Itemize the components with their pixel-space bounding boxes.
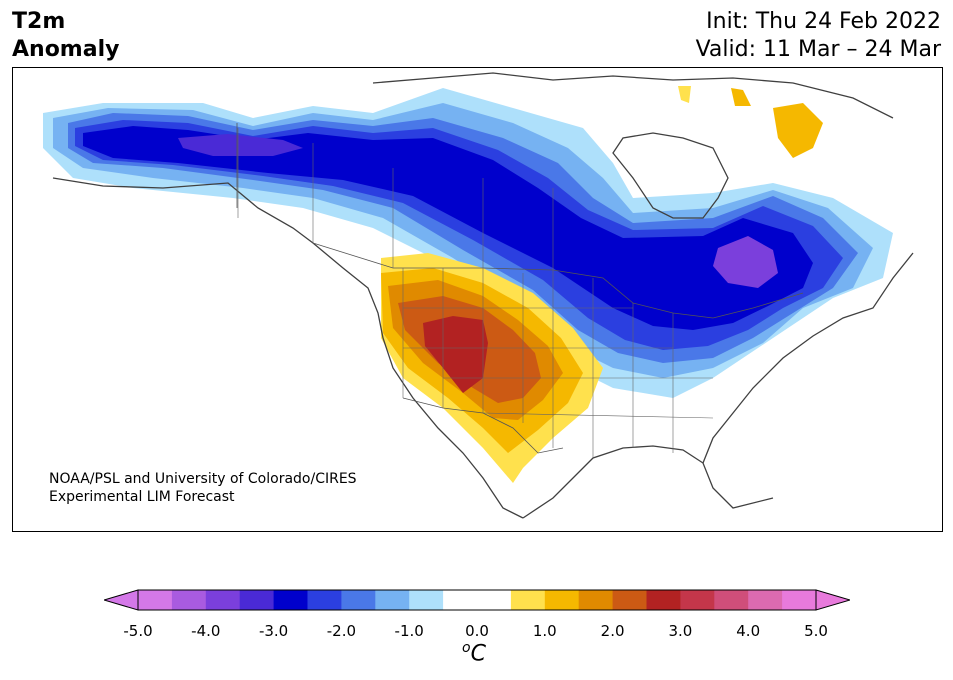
state-lines-central xyxy=(552,270,674,458)
colorbar-tick-label: 1.0 xyxy=(532,622,557,640)
forecast-dates: Init: Thu 24 Feb 2022 Valid: 11 Mar – 24… xyxy=(696,8,941,64)
init-date: Init: Thu 24 Feb 2022 xyxy=(706,9,941,34)
colorbar-segment xyxy=(409,590,444,610)
credit-text: NOAA/PSL and University of Colorado/CIRE… xyxy=(49,470,357,506)
colorbar-tick-label: -2.0 xyxy=(326,622,357,640)
colorbar-segment xyxy=(239,590,275,610)
variable-label: T2m xyxy=(12,9,66,34)
warm-contour-arctic-b xyxy=(731,88,751,106)
cold-contour-purple-east xyxy=(713,236,778,288)
anomaly-map: NOAA/PSL and University of Colorado/CIRE… xyxy=(12,67,943,532)
colorbar-segment xyxy=(782,590,817,610)
colorbar-tick-label: -4.0 xyxy=(191,622,221,640)
cold-anomaly-region xyxy=(43,88,893,398)
colorbar-segment xyxy=(341,590,376,610)
atlantic-coastline xyxy=(702,252,914,464)
state-lines-horizontal xyxy=(403,307,714,419)
state-borders xyxy=(237,128,714,458)
colorbar-tick-label: 0.0 xyxy=(465,622,489,640)
colorbar-segment xyxy=(205,590,241,610)
colorbar-segment xyxy=(748,590,783,610)
cold-contour-purple-west xyxy=(178,134,303,156)
valid-range: Valid: 11 Mar – 24 Mar xyxy=(695,37,941,62)
unit-letter: C xyxy=(470,641,486,667)
colorbar-segment xyxy=(680,590,715,610)
colorbar-segment xyxy=(171,590,207,610)
warm-contour-red xyxy=(423,316,488,393)
pacific-coastline xyxy=(52,177,524,519)
coastlines xyxy=(52,72,914,519)
colorbar-tick-label: -3.0 xyxy=(258,622,289,640)
colorbar-over-arrow xyxy=(815,589,850,611)
hudson-bay xyxy=(612,132,729,219)
us-canada-border xyxy=(312,242,804,319)
credit-line-1: NOAA/PSL and University of Colorado/CIRE… xyxy=(49,471,357,487)
gulf-coastline xyxy=(522,445,774,519)
colorbar-tick-label: -1.0 xyxy=(394,622,424,640)
colorbar-under-arrow xyxy=(104,589,139,611)
colorbar-tick-labels: -5.0 -4.0 -3.0 -2.0 -1.0 0.0 1.0 2.0 3.0 4.0 5.0 xyxy=(0,622,953,642)
arctic-islands xyxy=(372,72,894,119)
colorbar-segments xyxy=(138,590,817,610)
colorbar-segment xyxy=(578,590,614,610)
province-lines xyxy=(237,128,554,270)
colorbar-segment xyxy=(273,590,308,610)
colorbar-segment xyxy=(714,590,749,610)
country-borders xyxy=(236,123,804,454)
colorbar-tick-label: 4.0 xyxy=(736,622,761,640)
colorbar-unit: oC xyxy=(462,640,486,666)
colorbar-segment xyxy=(544,590,580,610)
colorbar-tick-label: 2.0 xyxy=(600,622,625,640)
warm-contour-arctic-a xyxy=(678,86,691,103)
colorbar-tick-label: -5.0 xyxy=(123,622,153,640)
colorbar-segment xyxy=(510,590,546,610)
anomaly-label: Anomaly xyxy=(12,37,120,62)
state-lines-west xyxy=(402,268,524,423)
colorbar-tick-label: 3.0 xyxy=(668,622,693,640)
map-canvas xyxy=(43,72,914,519)
colorbar-outline xyxy=(137,589,817,611)
warm-anomaly-region xyxy=(381,86,823,483)
colorbar-segment xyxy=(646,590,681,610)
colorbar-tick-label: 5.0 xyxy=(804,622,828,640)
us-mexico-border xyxy=(402,397,564,454)
colorbar-segment xyxy=(612,590,647,610)
credit-line-2: Experimental LIM Forecast xyxy=(49,489,235,505)
colorbar xyxy=(104,589,850,611)
map-title: T2m Anomaly xyxy=(12,8,119,64)
colorbar-segment xyxy=(375,590,410,610)
unit-degree: o xyxy=(462,640,471,656)
colorbar-segment xyxy=(443,590,512,610)
warm-contour-northeast-canada xyxy=(773,103,823,158)
cold-contour-deep xyxy=(83,126,813,330)
colorbar-segment xyxy=(307,590,342,610)
colorbar-segment xyxy=(138,590,173,610)
